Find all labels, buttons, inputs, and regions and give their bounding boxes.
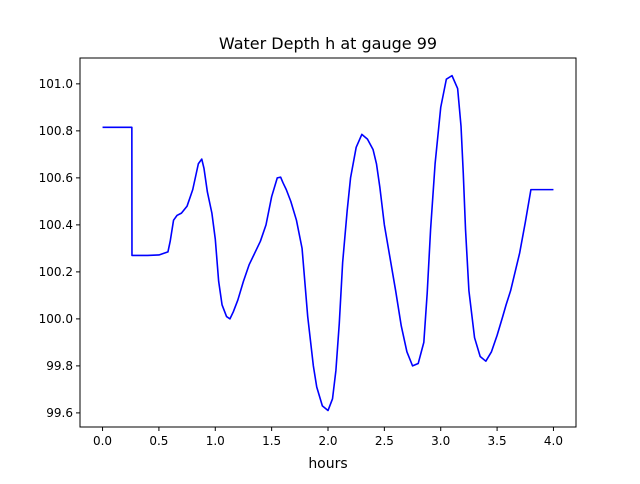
y-tick-label: 100.4 (39, 218, 73, 232)
x-axis-label: hours (308, 456, 347, 472)
x-tick-label: 1.0 (206, 434, 225, 448)
x-tick-label: 2.5 (375, 434, 394, 448)
chart-title: Water Depth h at gauge 99 (219, 34, 437, 53)
y-tick-label: 99.8 (46, 359, 73, 373)
series-line-0 (102, 74, 554, 412)
series-layer (102, 74, 554, 412)
x-tick-label: 4.0 (544, 434, 563, 448)
y-tick-label: 100.6 (39, 171, 73, 185)
x-axis: 0.0 0.5 1.0 1.5 2.0 2.5 3.0 3.5 4.0 (93, 427, 563, 448)
y-axis: 99.6 99.8 100.0 100.2 100.4 100.6 100.8 101.0 (39, 77, 80, 420)
x-tick-label: 3.0 (431, 434, 450, 448)
x-tick-label: 1.5 (262, 434, 281, 448)
y-tick-label: 100.2 (39, 265, 73, 279)
x-tick-label: 2.0 (318, 434, 337, 448)
x-tick-label: 3.5 (488, 434, 507, 448)
x-tick-label: 0.5 (149, 434, 168, 448)
y-tick-label: 100.8 (39, 124, 73, 138)
y-tick-label: 101.0 (39, 77, 73, 91)
y-tick-label: 100.0 (39, 312, 73, 326)
x-tick-label: 0.0 (93, 434, 112, 448)
y-tick-label: 99.6 (46, 406, 73, 420)
